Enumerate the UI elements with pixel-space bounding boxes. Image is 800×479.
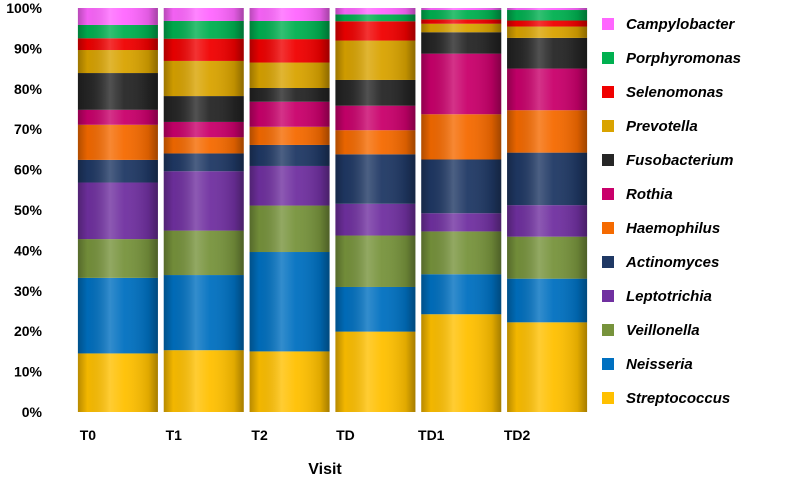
legend: Campylobacter Porphyromonas Selenomonas Pre…: [602, 16, 741, 407]
x-tick-label: T1: [166, 427, 183, 443]
x-axis: T0 T1 T2 TD TD1 TD2: [80, 427, 531, 443]
plot-area: [77, 8, 588, 412]
legend-swatch-neisseria: [602, 358, 614, 370]
legend-swatch-actinomyces: [602, 256, 614, 268]
bar-shading-td1: [421, 8, 502, 412]
x-tick-label: TD2: [504, 427, 531, 443]
legend-label-prevotella: Prevotella: [626, 118, 698, 135]
legend-label-fusobacterium: Fusobacterium: [626, 152, 734, 169]
legend-label-streptococcus: Streptococcus: [626, 390, 730, 407]
y-tick-label: 50%: [14, 202, 43, 218]
legend-label-veillonella: Veillonella: [626, 322, 700, 339]
y-tick-label: 100%: [6, 0, 42, 16]
y-tick-label: 0%: [22, 404, 43, 420]
legend-label-rothia: Rothia: [626, 186, 673, 203]
y-tick-label: 30%: [14, 283, 43, 299]
legend-label-leptotrichia: Leptotrichia: [626, 288, 712, 305]
y-tick-label: 80%: [14, 81, 43, 97]
legend-swatch-porphyromonas: [602, 52, 614, 64]
legend-swatch-haemophilus: [602, 222, 614, 234]
bar-shading-t1: [163, 8, 244, 412]
legend-swatch-selenomonas: [602, 86, 614, 98]
legend-swatch-campylobacter: [602, 18, 614, 30]
x-tick-label: T2: [251, 427, 268, 443]
legend-swatch-fusobacterium: [602, 154, 614, 166]
legend-label-haemophilus: Haemophilus: [626, 220, 720, 237]
y-tick-label: 70%: [14, 121, 43, 137]
legend-swatch-prevotella: [602, 120, 614, 132]
legend-swatch-leptotrichia: [602, 290, 614, 302]
y-axis: 0% 10% 20% 30% 40% 50% 60% 70% 80% 90% 100%: [6, 0, 42, 420]
y-tick-label: 40%: [14, 242, 43, 258]
y-tick-label: 20%: [14, 323, 43, 339]
x-tick-label: TD: [336, 427, 355, 443]
y-tick-label: 60%: [14, 162, 43, 178]
legend-swatch-rothia: [602, 188, 614, 200]
y-tick-label: 90%: [14, 40, 43, 56]
bar-shading-t0: [77, 8, 158, 412]
bar-shading-t2: [249, 8, 330, 412]
x-tick-label: T0: [80, 427, 97, 443]
bar-shading-td2: [507, 8, 588, 412]
legend-label-campylobacter: Campylobacter: [626, 16, 736, 33]
x-axis-title: Visit: [308, 461, 342, 478]
legend-swatch-veillonella: [602, 324, 614, 336]
legend-label-selenomonas: Selenomonas: [626, 84, 724, 101]
legend-label-neisseria: Neisseria: [626, 356, 693, 373]
bar-shading-td: [335, 8, 416, 412]
legend-label-actinomyces: Actinomyces: [625, 254, 719, 271]
y-tick-label: 10%: [14, 364, 43, 380]
x-tick-label: TD1: [418, 427, 445, 443]
legend-label-porphyromonas: Porphyromonas: [626, 50, 741, 67]
legend-swatch-streptococcus: [602, 392, 614, 404]
